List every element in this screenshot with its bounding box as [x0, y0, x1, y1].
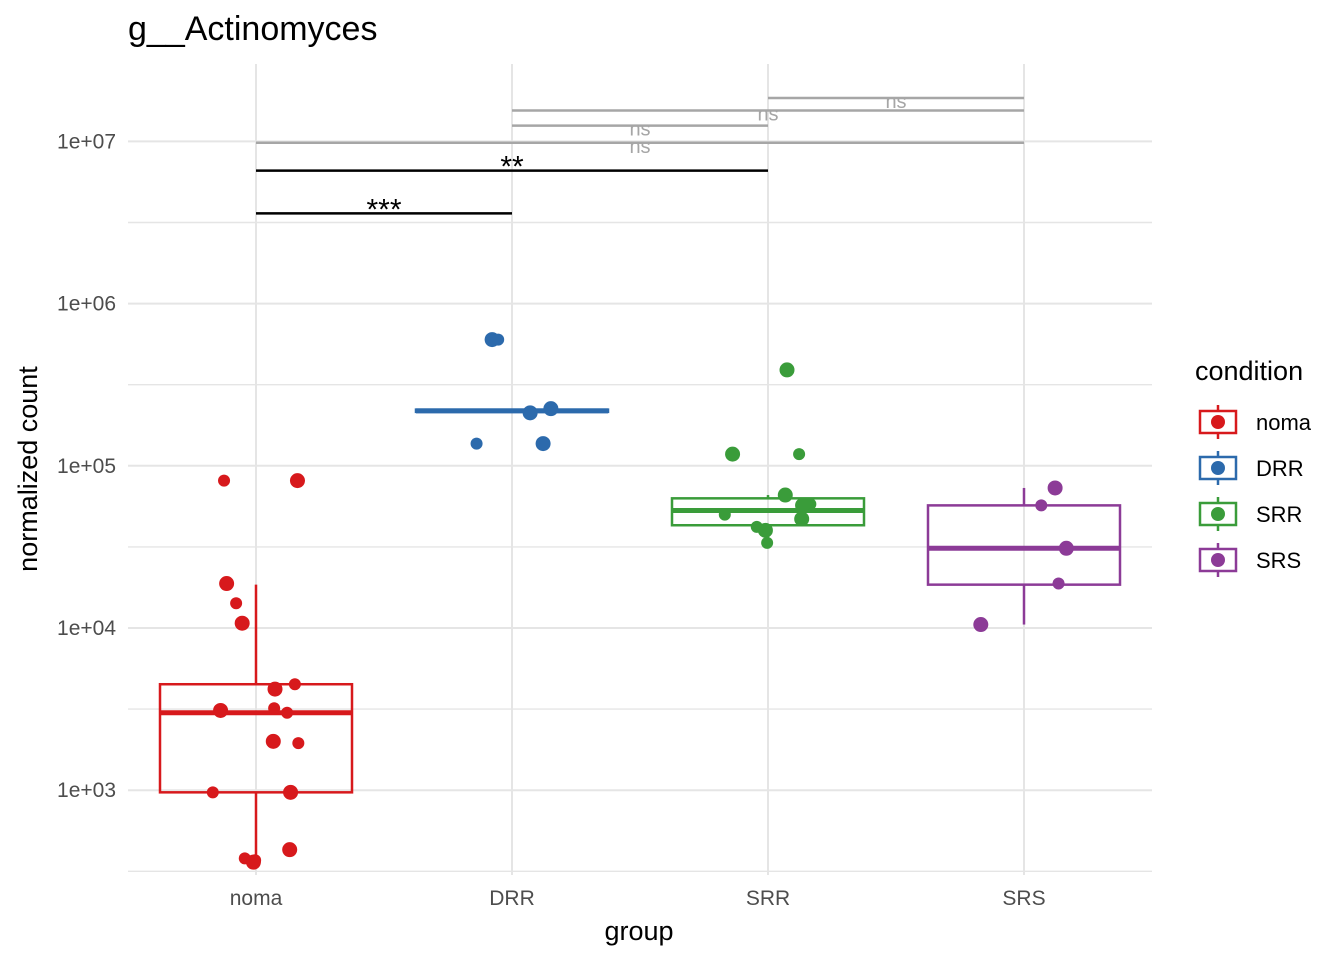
data-point-SRR	[794, 511, 810, 527]
legend-title: condition	[1195, 356, 1303, 386]
y-tick-label: 1e+05	[57, 455, 116, 478]
legend-item-noma: noma	[1198, 405, 1312, 439]
comparison-noma-DRR: ***	[256, 193, 512, 226]
data-point-SRS	[1052, 577, 1065, 590]
legend-key-point	[1211, 553, 1225, 567]
data-point-noma	[265, 733, 281, 749]
significance-label: ns	[629, 136, 650, 158]
data-point-SRR	[725, 446, 741, 462]
data-point-noma	[292, 737, 305, 750]
legend-item-SRR: SRR	[1198, 497, 1302, 531]
box-iqr	[158, 682, 354, 794]
legend-item-SRS: SRS	[1198, 543, 1301, 577]
box-iqr	[926, 504, 1122, 586]
data-point-SRR	[793, 448, 806, 461]
data-points	[206, 332, 1074, 870]
legend-key-point	[1211, 415, 1225, 429]
data-point-noma	[282, 842, 298, 858]
y-tick-label: 1e+07	[57, 130, 116, 153]
boxplots	[158, 408, 1122, 863]
data-point-noma	[213, 702, 229, 718]
data-point-noma	[218, 474, 231, 487]
x-axis-title: group	[604, 916, 673, 946]
legend-label: SRS	[1256, 548, 1301, 573]
data-point-SRS	[1035, 499, 1048, 512]
data-point-noma	[206, 786, 219, 799]
y-axis-title: normalized count	[13, 366, 43, 572]
data-point-DRR	[492, 333, 505, 346]
data-point-noma	[230, 597, 243, 610]
data-point-DRR	[543, 401, 559, 417]
data-point-SRS	[973, 617, 989, 633]
legend-label: noma	[1256, 410, 1312, 435]
data-point-DRR	[535, 436, 551, 452]
comparison-DRR-SRR: ns	[512, 119, 768, 141]
data-point-noma	[289, 473, 305, 489]
significance-label: **	[500, 151, 524, 184]
legend-key-point	[1211, 461, 1225, 475]
data-point-SRR	[757, 522, 773, 538]
y-tick-label: 1e+06	[57, 293, 116, 316]
data-point-noma	[219, 576, 235, 592]
comparison-noma-SRS: ns	[256, 136, 1024, 158]
boxplot-SRS	[926, 487, 1122, 625]
data-point-noma	[268, 702, 281, 715]
data-point-noma	[234, 615, 250, 631]
legend: condition noma DRR SRR SRS	[1195, 356, 1312, 577]
x-tick-label: noma	[230, 887, 283, 910]
data-point-SRR	[780, 363, 793, 376]
x-tick-label: SRS	[1002, 887, 1045, 910]
comparison-SRR-SRS: ns	[768, 91, 1024, 113]
significance-label: ***	[366, 193, 401, 226]
chart-title: g__Actinomyces	[128, 10, 377, 48]
significance-label: ns	[757, 104, 778, 126]
data-point-SRR	[761, 536, 774, 549]
boxplot-DRR	[414, 408, 610, 414]
data-point-SRR	[718, 508, 731, 521]
x-tick-label: SRR	[746, 887, 790, 910]
data-point-DRR	[522, 405, 538, 421]
comparison-noma-SRR: **	[256, 151, 768, 184]
boxplot-noma	[158, 584, 354, 863]
comparison-DRR-SRS: ns	[512, 104, 1024, 126]
data-point-noma	[283, 784, 299, 800]
grid-lines	[128, 64, 1152, 875]
y-tick-label: 1e+04	[57, 617, 116, 640]
legend-item-DRR: DRR	[1198, 451, 1304, 485]
legend-label: DRR	[1256, 456, 1304, 481]
axes: 1e+03 1e+04 1e+05 1e+06 1e+07 noma DRR SRR SRS	[57, 130, 1046, 910]
data-point-noma	[249, 854, 262, 867]
data-point-SRR	[777, 487, 793, 503]
data-point-noma	[281, 706, 294, 719]
data-point-noma	[288, 678, 301, 691]
data-point-DRR	[470, 437, 483, 450]
significance-label: ns	[629, 119, 650, 141]
y-tick-label: 1e+03	[57, 779, 116, 802]
legend-key-point	[1211, 507, 1225, 521]
x-tick-label: DRR	[489, 887, 535, 910]
data-point-SRS	[1047, 480, 1063, 496]
data-point-SRR	[795, 497, 811, 513]
data-point-noma	[267, 681, 283, 697]
data-point-SRS	[1058, 540, 1074, 556]
significance-label: ns	[885, 91, 906, 113]
legend-label: SRR	[1256, 502, 1302, 527]
